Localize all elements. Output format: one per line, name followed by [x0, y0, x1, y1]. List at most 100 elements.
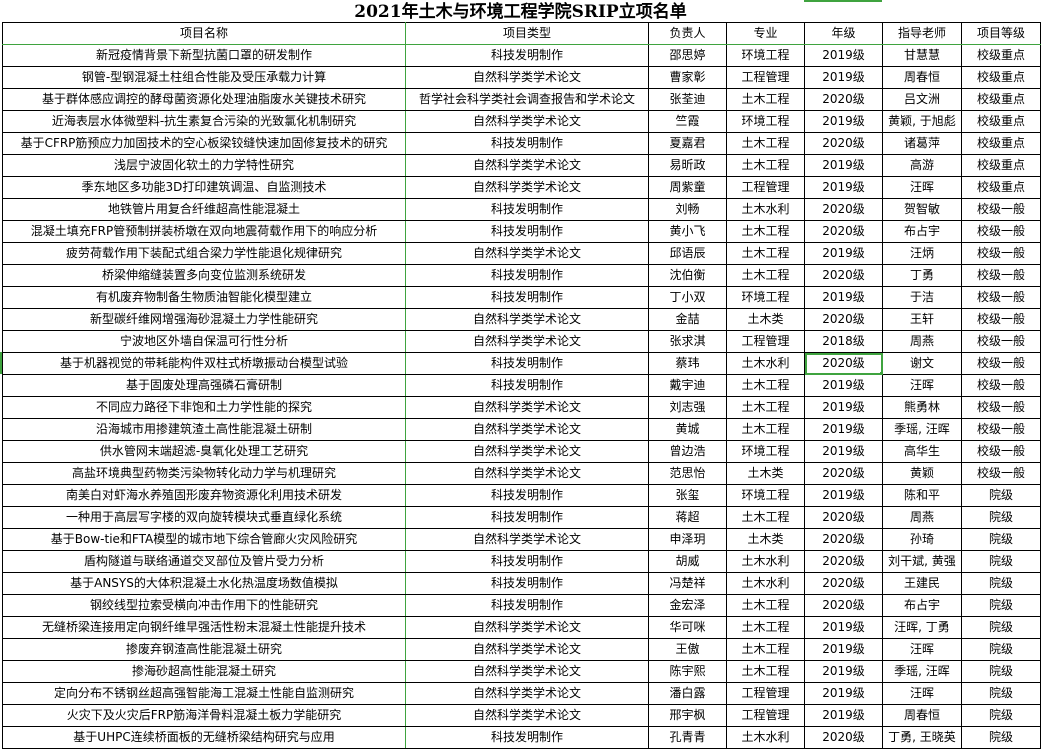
column-header-project-type[interactable]: 项目类型	[405, 22, 649, 45]
cell-major[interactable]: 土木工程	[726, 220, 805, 243]
cell-leader[interactable]: 刘畅	[648, 198, 727, 221]
cell-project-type[interactable]: 自然科学类学术论文	[405, 616, 649, 639]
cell-project-type[interactable]: 科技发明制作	[405, 132, 649, 155]
cell-major[interactable]: 土木工程	[726, 396, 805, 419]
cell-major[interactable]: 工程管理	[726, 66, 805, 89]
cell-grade[interactable]: 2020级	[804, 352, 883, 375]
cell-project-level[interactable]: 校级重点	[961, 154, 1041, 177]
cell-leader[interactable]: 范思怡	[648, 462, 727, 485]
cell-project-type[interactable]: 科技发明制作	[405, 264, 649, 287]
cell-leader[interactable]: 张荃迪	[648, 88, 727, 111]
cell-project-name[interactable]: 不同应力路径下非饱和土力学性能的探究	[2, 396, 406, 419]
cell-project-level[interactable]: 院级	[961, 638, 1041, 661]
cell-project-name[interactable]: 南美白对虾海水养殖固形废弃物资源化利用技术研发	[2, 484, 406, 507]
cell-leader[interactable]: 邵思婷	[648, 44, 727, 67]
cell-project-name[interactable]: 有机废弃物制备生物质油智能化模型建立	[2, 286, 406, 309]
cell-project-type[interactable]: 科技发明制作	[405, 484, 649, 507]
cell-project-name[interactable]: 定向分布不锈钢丝超高强智能海工混凝土性能自监测研究	[2, 682, 406, 705]
cell-project-name[interactable]: 新冠疫情背景下新型抗菌口罩的研发制作	[2, 44, 406, 67]
cell-major[interactable]: 工程管理	[726, 682, 805, 705]
cell-grade[interactable]: 2019级	[804, 286, 883, 309]
cell-advisor[interactable]: 王轩	[882, 308, 962, 331]
cell-project-level[interactable]: 校级重点	[961, 132, 1041, 155]
cell-leader[interactable]: 邱语辰	[648, 242, 727, 265]
cell-project-name[interactable]: 基于群体感应调控的酵母菌资源化处理油脂废水关键技术研究	[2, 88, 406, 111]
cell-project-level[interactable]: 校级一般	[961, 286, 1041, 309]
cell-project-name[interactable]: 掺海砂超高性能混凝土研究	[2, 660, 406, 683]
cell-grade[interactable]: 2020级	[804, 594, 883, 617]
cell-advisor[interactable]: 汪晖	[882, 374, 962, 397]
cell-project-type[interactable]: 科技发明制作	[405, 506, 649, 529]
cell-leader[interactable]: 刘志强	[648, 396, 727, 419]
cell-leader[interactable]: 黄城	[648, 418, 727, 441]
cell-project-type[interactable]: 自然科学类学术论文	[405, 682, 649, 705]
cell-grade[interactable]: 2019级	[804, 374, 883, 397]
cell-project-type[interactable]: 科技发明制作	[405, 374, 649, 397]
cell-leader[interactable]: 丁小双	[648, 286, 727, 309]
cell-grade[interactable]: 2019级	[804, 66, 883, 89]
cell-leader[interactable]: 张玺	[648, 484, 727, 507]
cell-project-level[interactable]: 校级一般	[961, 374, 1041, 397]
cell-project-type[interactable]: 自然科学类学术论文	[405, 242, 649, 265]
cell-project-name[interactable]: 沿海城市用掺建筑渣土高性能混凝土研制	[2, 418, 406, 441]
cell-leader[interactable]: 金喆	[648, 308, 727, 331]
column-header-major[interactable]: 专业	[726, 22, 805, 45]
cell-project-level[interactable]: 院级	[961, 506, 1041, 529]
cell-advisor[interactable]: 高华生	[882, 440, 962, 463]
cell-project-level[interactable]: 校级一般	[961, 330, 1041, 353]
column-header-project-level[interactable]: 项目等级	[961, 22, 1041, 45]
cell-project-level[interactable]: 校级一般	[961, 220, 1041, 243]
cell-project-name[interactable]: 桥梁伸缩缝装置多向变位监测系统研发	[2, 264, 406, 287]
cell-major[interactable]: 土木工程	[726, 242, 805, 265]
cell-project-name[interactable]: 近海表层水体微塑料-抗生素复合污染的光致氯化机制研究	[2, 110, 406, 133]
cell-grade[interactable]: 2019级	[804, 682, 883, 705]
cell-leader[interactable]: 竺霞	[648, 110, 727, 133]
cell-project-level[interactable]: 院级	[961, 704, 1041, 727]
cell-advisor[interactable]: 周春恒	[882, 704, 962, 727]
cell-advisor[interactable]: 陈和平	[882, 484, 962, 507]
cell-project-level[interactable]: 院级	[961, 726, 1041, 749]
cell-advisor[interactable]: 布占宇	[882, 594, 962, 617]
cell-major[interactable]: 土木工程	[726, 660, 805, 683]
cell-grade[interactable]: 2020级	[804, 88, 883, 111]
cell-project-name[interactable]: 钢管-型钢混凝土柱组合性能及受压承载力计算	[2, 66, 406, 89]
column-header-leader[interactable]: 负责人	[648, 22, 727, 45]
cell-grade[interactable]: 2020级	[804, 308, 883, 331]
cell-major[interactable]: 土木工程	[726, 374, 805, 397]
cell-project-level[interactable]: 校级重点	[961, 110, 1041, 133]
cell-grade[interactable]: 2019级	[804, 440, 883, 463]
cell-project-name[interactable]: 新型碳纤维网增强海砂混凝土力学性能研究	[2, 308, 406, 331]
cell-leader[interactable]: 沈伯衡	[648, 264, 727, 287]
cell-grade[interactable]: 2019级	[804, 418, 883, 441]
cell-grade[interactable]: 2020级	[804, 572, 883, 595]
cell-major[interactable]: 土木类	[726, 308, 805, 331]
cell-leader[interactable]: 华可咪	[648, 616, 727, 639]
cell-project-level[interactable]: 院级	[961, 484, 1041, 507]
cell-project-type[interactable]: 自然科学类学术论文	[405, 308, 649, 331]
cell-project-type[interactable]: 自然科学类学术论文	[405, 638, 649, 661]
cell-major[interactable]: 土木工程	[726, 132, 805, 155]
cell-leader[interactable]: 易昕政	[648, 154, 727, 177]
cell-project-level[interactable]: 院级	[961, 616, 1041, 639]
cell-advisor[interactable]: 周春恒	[882, 66, 962, 89]
cell-grade[interactable]: 2020级	[804, 506, 883, 529]
cell-project-type[interactable]: 自然科学类学术论文	[405, 462, 649, 485]
cell-project-level[interactable]: 院级	[961, 572, 1041, 595]
cell-project-name[interactable]: 基于Bow-tie和FTA模型的城市地下综合管廊火灾风险研究	[2, 528, 406, 551]
cell-project-level[interactable]: 校级一般	[961, 198, 1041, 221]
cell-major[interactable]: 土木水利	[726, 572, 805, 595]
cell-advisor[interactable]: 季瑶, 汪晖	[882, 418, 962, 441]
cell-major[interactable]: 环境工程	[726, 484, 805, 507]
cell-advisor[interactable]: 孙琦	[882, 528, 962, 551]
cell-leader[interactable]: 金宏泽	[648, 594, 727, 617]
cell-major[interactable]: 土木工程	[726, 594, 805, 617]
cell-leader[interactable]: 邢宇枫	[648, 704, 727, 727]
cell-project-type[interactable]: 科技发明制作	[405, 550, 649, 573]
cell-grade[interactable]: 2018级	[804, 330, 883, 353]
cell-major[interactable]: 工程管理	[726, 176, 805, 199]
cell-advisor[interactable]: 季瑶, 汪晖	[882, 660, 962, 683]
cell-project-level[interactable]: 校级一般	[961, 462, 1041, 485]
cell-project-type[interactable]: 科技发明制作	[405, 44, 649, 67]
cell-project-type[interactable]: 科技发明制作	[405, 220, 649, 243]
cell-major[interactable]: 土木类	[726, 528, 805, 551]
